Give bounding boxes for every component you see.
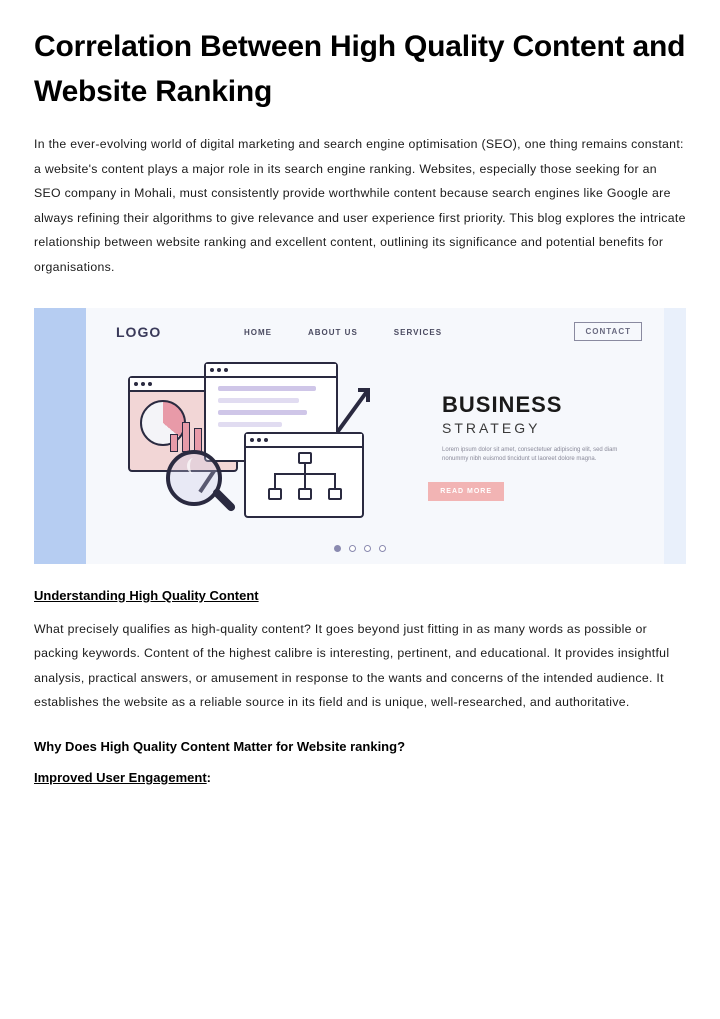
hero-lorem: Lorem ipsum dolor sit amet, consectetuer… — [442, 446, 642, 465]
dot-active — [334, 545, 341, 552]
hero-graphic — [104, 354, 414, 542]
hero-contact-button: CONTACT — [574, 322, 642, 341]
hero-read-more-button: READ MORE — [428, 482, 504, 501]
section-heading-engagement: Improved User Engagement: — [34, 770, 686, 785]
hero-right-panel — [664, 308, 686, 564]
hero-left-panel — [34, 308, 86, 564]
hero-nav: HOME ABOUT US SERVICES — [244, 328, 442, 337]
section-body-understanding: What precisely qualifies as high-quality… — [34, 617, 686, 715]
page-title: Correlation Between High Quality Content… — [34, 24, 686, 114]
hero-headline-sub: STRATEGY — [442, 420, 642, 436]
nav-home: HOME — [244, 328, 272, 337]
dot — [379, 545, 386, 552]
hero-logo: LOGO — [116, 324, 161, 340]
window-tree — [244, 432, 364, 518]
hero-headline: BUSINESS STRATEGY Lorem ipsum dolor sit … — [442, 392, 642, 465]
tree-diagram-icon — [260, 452, 348, 506]
dot — [364, 545, 371, 552]
section-heading-understanding: Understanding High Quality Content — [34, 588, 686, 603]
magnifier-icon — [166, 450, 236, 520]
intro-paragraph: In the ever-evolving world of digital ma… — [34, 132, 686, 280]
hero-illustration: LOGO HOME ABOUT US SERVICES CONTACT — [34, 308, 686, 564]
dot — [349, 545, 356, 552]
section-heading-why: Why Does High Quality Content Matter for… — [34, 739, 686, 754]
colon: : — [207, 770, 211, 785]
hero-headline-main: BUSINESS — [442, 392, 642, 418]
nav-about: ABOUT US — [308, 328, 358, 337]
engagement-label: Improved User Engagement — [34, 770, 207, 785]
nav-services: SERVICES — [394, 328, 442, 337]
carousel-dots — [334, 545, 386, 552]
